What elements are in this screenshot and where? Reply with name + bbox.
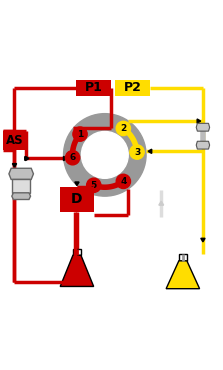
Text: AS: AS	[6, 134, 23, 147]
Text: 2: 2	[120, 124, 126, 133]
Circle shape	[116, 121, 130, 135]
Text: D: D	[71, 192, 83, 206]
FancyBboxPatch shape	[73, 249, 81, 255]
Text: 3: 3	[134, 148, 140, 157]
FancyBboxPatch shape	[60, 187, 94, 212]
FancyBboxPatch shape	[179, 254, 187, 261]
Polygon shape	[197, 119, 201, 123]
Circle shape	[64, 114, 146, 196]
Polygon shape	[60, 255, 94, 286]
Text: 1: 1	[77, 130, 83, 139]
Text: 4: 4	[120, 177, 126, 186]
FancyBboxPatch shape	[3, 131, 26, 150]
Polygon shape	[166, 261, 200, 289]
Polygon shape	[9, 168, 33, 179]
Text: P2: P2	[124, 81, 142, 94]
FancyBboxPatch shape	[76, 80, 111, 96]
Polygon shape	[201, 238, 205, 242]
Polygon shape	[159, 201, 164, 205]
FancyBboxPatch shape	[116, 80, 150, 96]
Text: P1: P1	[85, 81, 103, 94]
Polygon shape	[64, 157, 67, 161]
FancyBboxPatch shape	[12, 179, 30, 193]
Polygon shape	[12, 164, 17, 167]
Polygon shape	[75, 182, 79, 186]
Circle shape	[116, 174, 130, 189]
Polygon shape	[25, 157, 28, 160]
Circle shape	[81, 131, 128, 178]
Polygon shape	[12, 193, 31, 199]
Polygon shape	[196, 141, 210, 149]
Polygon shape	[148, 149, 152, 154]
Text: 5: 5	[91, 181, 97, 190]
Circle shape	[130, 145, 144, 159]
Circle shape	[87, 178, 101, 192]
Polygon shape	[196, 123, 210, 131]
Polygon shape	[25, 157, 29, 161]
Circle shape	[73, 127, 87, 141]
Text: 6: 6	[70, 153, 76, 162]
Circle shape	[66, 151, 80, 165]
